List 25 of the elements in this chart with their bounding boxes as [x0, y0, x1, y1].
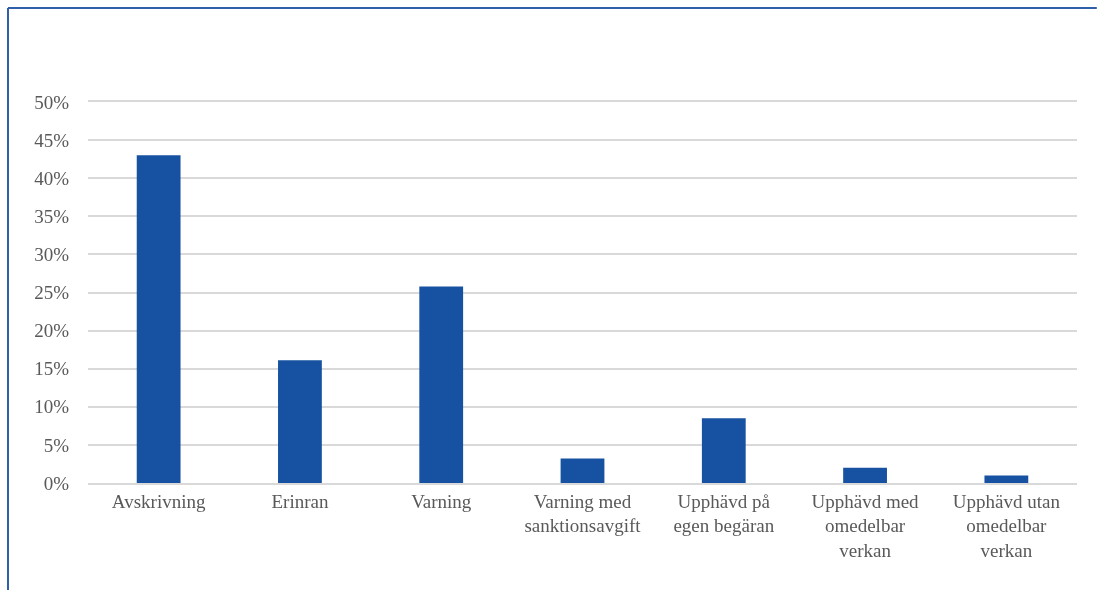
bar [984, 475, 1029, 483]
bar [136, 155, 181, 483]
bar [701, 418, 746, 483]
y-tick-label: 40% [34, 167, 70, 189]
y-tick-label: 45% [34, 129, 70, 151]
y-tick-label: 30% [34, 244, 70, 266]
x-tick-label: Erinran [271, 490, 329, 512]
y-tick-label: 15% [34, 358, 70, 380]
y-tick-label: 10% [34, 396, 70, 418]
y-tick-label: 0% [43, 472, 70, 494]
x-tick-label: Upphävd på egen begäran [673, 490, 775, 537]
bar [843, 467, 887, 483]
x-tick-label: Avskrivning [111, 490, 206, 512]
x-tick-label: Varning med sanktionsavgift [524, 490, 642, 537]
y-tick-label: 50% [34, 91, 70, 113]
y-tick-label: 35% [34, 205, 70, 227]
bar [278, 360, 322, 483]
x-tick-label: Upphävd utan omedelbar verkan [952, 490, 1061, 561]
bar [419, 286, 464, 483]
y-tick-label: 25% [34, 282, 70, 304]
y-tick-label: 20% [34, 320, 70, 342]
x-tick-label: Varning [411, 490, 472, 512]
y-tick-label: 5% [43, 434, 70, 456]
bar [560, 458, 605, 483]
x-tick-label: Upphävd med omedelbar verkan [811, 490, 920, 561]
